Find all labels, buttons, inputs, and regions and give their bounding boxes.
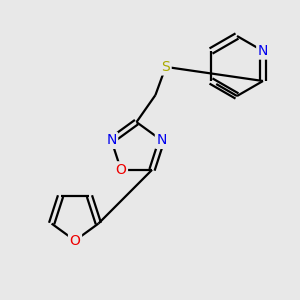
Text: O: O [70, 234, 80, 248]
Text: O: O [116, 163, 126, 177]
Text: S: S [161, 60, 170, 74]
Text: N: N [258, 44, 268, 58]
Text: N: N [156, 133, 167, 147]
Text: N: N [106, 133, 117, 147]
